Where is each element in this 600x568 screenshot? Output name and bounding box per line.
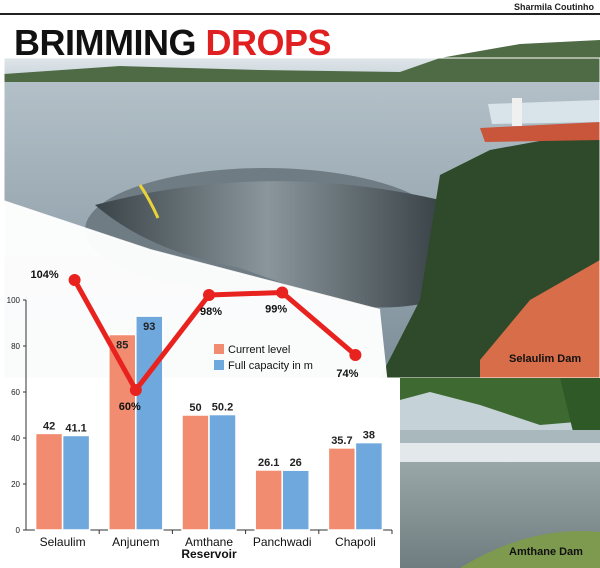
headline: BRIMMING DROPS [14, 22, 332, 64]
percent-full-point [276, 286, 289, 299]
percent-full-point [129, 384, 142, 396]
bar-value-label: 26 [290, 457, 302, 469]
legend-swatch-0 [214, 344, 224, 354]
bar-value-label: 38 [363, 430, 375, 442]
percent-full-label: 60% [119, 401, 141, 413]
legend-swatch-1 [214, 360, 224, 370]
photo-credit: Sharmila Coutinho [513, 2, 594, 12]
percent-full-point [203, 289, 215, 301]
headline-word-2: DROPS [205, 22, 332, 63]
chart: 0 20 40 60 80 100 42 41.1 Selaulim 85 93 Anjunem 50 5… [7, 269, 393, 561]
y-tick-label: 20 [11, 480, 20, 489]
percent-full-point [68, 274, 81, 286]
x-category-label: Selaulim [40, 535, 86, 549]
bar-full-capacity-chapoli [354, 441, 384, 531]
amthane-dam-caption: Amthane Dam [509, 546, 583, 558]
x-category-label: Panchwadi [253, 535, 312, 549]
bar-value-label: 26.1 [258, 457, 279, 469]
bar-current-level-chapoli [327, 447, 357, 531]
x-category-label: Amthane [185, 535, 233, 549]
y-tick-label: 100 [7, 296, 21, 305]
percent-full-point [349, 349, 362, 361]
bar-full-capacity-panchwadi [281, 469, 310, 531]
percent-full-label: 104% [31, 269, 59, 281]
bar-value-label: 85 [116, 340, 128, 352]
bar-value-label: 35.7 [331, 435, 352, 447]
bar-value-label: 50 [189, 402, 201, 414]
legend-label-1: Full capacity in m [228, 360, 313, 372]
bar-value-label: 50.2 [212, 402, 233, 414]
percent-full-label: 98% [200, 306, 222, 318]
bar-full-capacity-amthane-reservoir [208, 413, 237, 531]
y-tick-label: 0 [16, 526, 21, 535]
x-category-label: Reservoir [181, 547, 237, 561]
bar-value-label: 41.1 [65, 422, 86, 434]
percent-full-label: 99% [265, 304, 287, 316]
legend-label-0: Current level [228, 344, 290, 356]
headline-word-1: BRIMMING [14, 22, 196, 63]
y-tick-label: 60 [11, 388, 20, 397]
amthane-dam-photo [400, 378, 600, 568]
bar-value-label: 42 [43, 420, 55, 432]
bar-full-capacity-selaulim [61, 434, 91, 531]
y-tick-label: 80 [11, 342, 20, 351]
percent-full-label: 74% [336, 368, 358, 380]
bar-current-level-amthane-reservoir [181, 414, 210, 531]
bar-value-label: 93 [143, 321, 155, 333]
header-rule [0, 13, 600, 15]
selaulim-dam-caption: Selaulim Dam [509, 353, 582, 365]
x-category-label: Chapoli [335, 535, 376, 549]
bar-current-level-panchwadi [254, 469, 283, 531]
y-tick-label: 40 [11, 434, 20, 443]
x-category-label: Anjunem [112, 535, 159, 549]
bar-current-level-selaulim [34, 432, 64, 531]
bar-full-capacity-anjunem [135, 315, 164, 531]
